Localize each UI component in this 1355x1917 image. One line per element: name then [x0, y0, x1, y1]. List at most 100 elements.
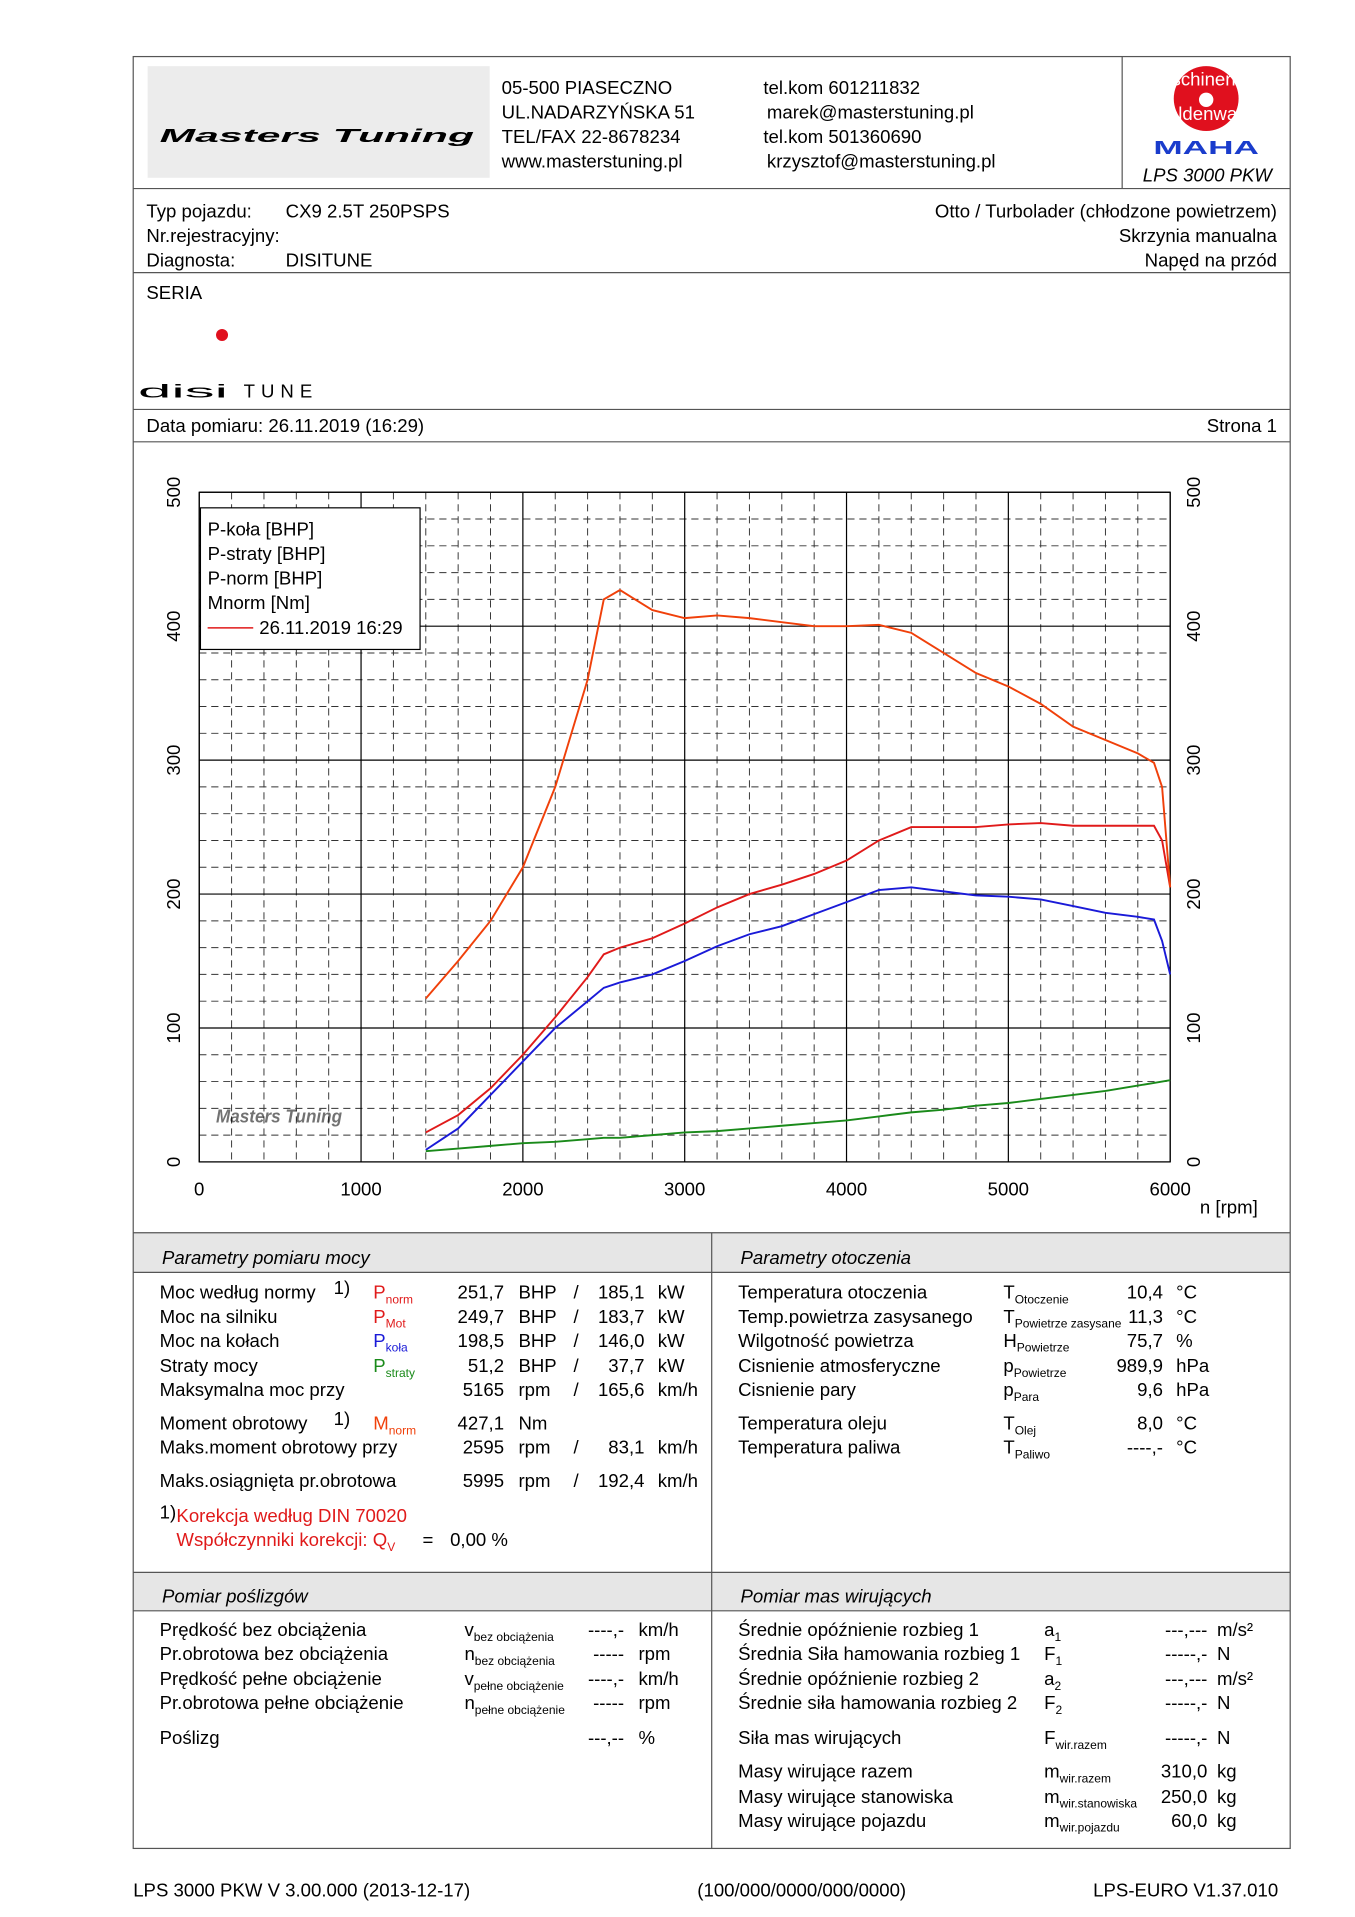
- param-unit: kg: [1217, 1810, 1237, 1831]
- param-separator: /: [573, 1437, 579, 1458]
- symbol-main: m: [1044, 1810, 1059, 1831]
- param-label: Wilgotność powietrza: [738, 1330, 914, 1351]
- symbol-sub: Powietrze: [1017, 1341, 1070, 1355]
- vehicle-spec: Skrzynia manualna: [1119, 225, 1278, 246]
- x-tick-label: 4000: [826, 1179, 867, 1200]
- symbol-sub: wir.razem: [1059, 1771, 1111, 1785]
- note-value: 0,00 %: [450, 1529, 508, 1550]
- param-value: 11,3: [1128, 1306, 1163, 1327]
- vehicle-value: CX9 2.5T 250PSPS: [286, 200, 450, 221]
- address-line: UL.NADARZYŃSKA 51: [502, 101, 695, 122]
- param-label: Prędkość pełne obciążenie: [160, 1668, 382, 1689]
- vehicle-spec: Otto / Turbolader (chłodzone powietrzem): [935, 200, 1277, 221]
- symbol-sub: 2: [1056, 1703, 1063, 1717]
- symbol: mwir.stanowiska: [1044, 1786, 1137, 1811]
- param-label: Cisnienie pary: [738, 1379, 857, 1400]
- param-label: Masy wirujące razem: [738, 1761, 913, 1782]
- param-label: Maks.moment obrotowy przy: [160, 1437, 398, 1458]
- symbol: TOlej: [1003, 1413, 1036, 1438]
- param-unit: N: [1217, 1692, 1230, 1713]
- legend-entry: P-koła [BHP]: [208, 518, 314, 539]
- symbol-sub: wir.pojazdu: [1059, 1821, 1120, 1835]
- param-label: Średnie opóźnienie rozbieg 1: [738, 1619, 979, 1640]
- param-value: ----,-: [1127, 1437, 1163, 1458]
- param-unit: m/s²: [1217, 1668, 1253, 1689]
- param-label: Średnia Siła hamowania rozbieg 1: [738, 1643, 1020, 1664]
- y-tick-label: 300: [163, 745, 184, 776]
- param-unit: %: [638, 1727, 655, 1748]
- brand-main: disi: [138, 380, 228, 401]
- param-value: 8,0: [1137, 1413, 1163, 1434]
- param-value: -----: [593, 1692, 624, 1713]
- param-label: Temperatura otoczenia: [738, 1282, 928, 1303]
- note-mark: 1): [160, 1501, 177, 1522]
- param-unit: kW: [658, 1306, 685, 1327]
- symbol-main: P: [373, 1330, 385, 1351]
- param-unit: rpm: [518, 1470, 550, 1491]
- maha-model: LPS 3000 PKW: [1143, 164, 1275, 185]
- symbol-sub: Olej: [1015, 1423, 1036, 1437]
- param-label: Średnie opóźnienie rozbieg 2: [738, 1668, 979, 1689]
- symbol-sub: Paliwo: [1015, 1447, 1051, 1461]
- section-title: Parametry otoczenia: [741, 1247, 912, 1268]
- param-value: ----,-: [588, 1668, 624, 1689]
- contact-line: marek@masterstuning.pl: [767, 101, 974, 122]
- param-unit: km/h: [658, 1470, 698, 1491]
- symbol-main: P: [373, 1306, 385, 1327]
- contact-line: krzysztof@masterstuning.pl: [767, 151, 996, 172]
- symbol-main: M: [373, 1413, 389, 1434]
- param-unit: rpm: [638, 1692, 670, 1713]
- param-separator: /: [573, 1470, 579, 1491]
- legend-entry: P-straty [BHP]: [208, 543, 326, 564]
- param-separator: /: [573, 1306, 579, 1327]
- param-note: 1): [334, 1408, 351, 1429]
- address-line: 05-500 PIASECZNO: [502, 77, 673, 98]
- symbol-sub: pełne obciążenie: [475, 1703, 565, 1717]
- param-value: -----: [593, 1643, 624, 1664]
- param-unit: km/h: [638, 1619, 678, 1640]
- symbol-main: a: [1044, 1668, 1055, 1689]
- param-unit: Nm: [518, 1413, 547, 1434]
- param-unit: rpm: [518, 1437, 550, 1458]
- param-unit: km/h: [638, 1668, 678, 1689]
- contact-line: tel.kom 601211832: [763, 77, 920, 98]
- section-title: Pomiar poślizgów: [162, 1585, 309, 1606]
- param-label: Temperatura oleju: [738, 1413, 887, 1434]
- vehicle-label: Typ pojazdu:: [146, 200, 251, 221]
- param-value: 83,1: [608, 1437, 644, 1458]
- symbol-main: n: [464, 1692, 474, 1713]
- symbol: mwir.razem: [1044, 1761, 1111, 1786]
- symbol-main: T: [1003, 1282, 1014, 1303]
- param-label: Siła mas wirujących: [738, 1727, 901, 1748]
- param-value: -----,-: [1165, 1643, 1207, 1664]
- param-value: 10,4: [1127, 1282, 1163, 1303]
- symbol: pPara: [1003, 1379, 1039, 1404]
- param-unit: kg: [1217, 1786, 1237, 1807]
- param-label: Moc na kołach: [160, 1330, 280, 1351]
- param-value: ----,-: [588, 1619, 624, 1640]
- brand-sub: TUNE: [244, 380, 319, 401]
- symbol-main: P: [373, 1355, 385, 1376]
- param-value: 37,7: [608, 1355, 644, 1376]
- y-tick-label: 400: [163, 611, 184, 642]
- param-separator: /: [573, 1379, 579, 1400]
- note-text: Współczynniki korekcji: QV: [176, 1529, 395, 1554]
- x-tick-label: 5000: [988, 1179, 1029, 1200]
- param-label: Moment obrotowy: [160, 1413, 308, 1434]
- symbol: vpełne obciążenie: [464, 1668, 564, 1693]
- series-label: SERIA: [146, 282, 202, 303]
- footer-right: LPS-EURO V1.37.010: [1093, 1879, 1278, 1900]
- param-value: 165,6: [598, 1379, 645, 1400]
- y-tick-label: 100: [163, 1012, 184, 1043]
- symbol-sub: 1: [1054, 1630, 1061, 1644]
- symbol-sub: Powietrze zasysane: [1015, 1317, 1122, 1331]
- symbol: Pnorm: [373, 1282, 413, 1307]
- param-label: Średnie siła hamowania rozbieg 2: [738, 1692, 1017, 1713]
- x-tick-label: 2000: [502, 1179, 543, 1200]
- y2-tick-label: 300: [1183, 745, 1204, 776]
- series-line: [425, 822, 1172, 1134]
- param-value: 9,6: [1137, 1379, 1163, 1400]
- symbol-main: m: [1044, 1786, 1059, 1807]
- param-unit: °C: [1176, 1437, 1197, 1458]
- param-label: Pr.obrotowa pełne obciążenie: [160, 1692, 404, 1713]
